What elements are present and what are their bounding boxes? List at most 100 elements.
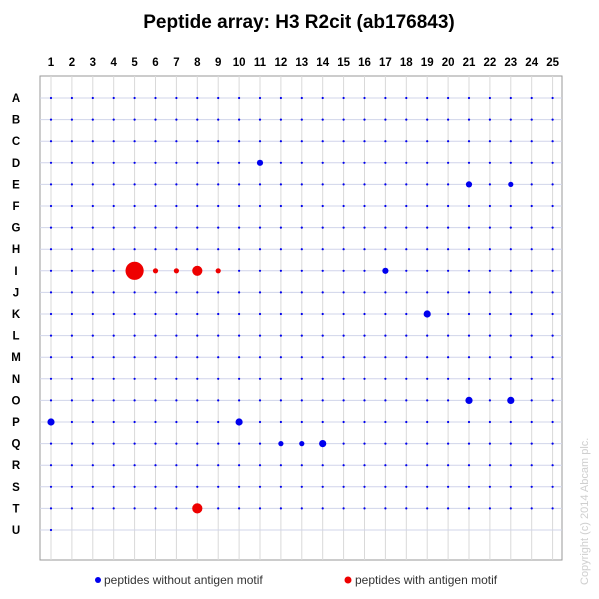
data-point: [175, 291, 178, 294]
data-point-highlight: [235, 418, 243, 426]
data-point: [447, 420, 450, 424]
data-point: [342, 312, 345, 316]
data-point: [405, 399, 408, 402]
data-point: [342, 377, 345, 380]
data-point: [384, 96, 387, 100]
data-point: [217, 140, 220, 143]
data-point: [279, 269, 282, 272]
data-point: [467, 204, 471, 208]
data-point: [363, 269, 366, 272]
data-point: [258, 399, 262, 402]
column-tick-label: 2: [69, 57, 75, 69]
data-point: [363, 464, 366, 467]
data-point: [196, 442, 199, 445]
data-point: [300, 377, 303, 380]
legend-marker-motif: [344, 576, 352, 584]
data-point: [238, 118, 241, 121]
data-point: [258, 204, 262, 208]
data-point: [91, 161, 94, 164]
data-point: [342, 399, 345, 402]
data-point: [509, 312, 512, 316]
data-point: [551, 464, 554, 467]
data-point: [509, 291, 512, 294]
row-tick-label: B: [12, 115, 20, 127]
column-tick-label: 22: [484, 57, 497, 69]
data-point: [133, 420, 136, 424]
data-point: [133, 485, 136, 488]
data-point: [175, 485, 178, 488]
data-point: [175, 464, 178, 467]
data-point: [321, 118, 324, 121]
column-tick-label: 16: [358, 57, 371, 69]
data-point: [91, 226, 94, 229]
column-tick-label: 1: [48, 57, 55, 69]
data-point: [509, 96, 512, 100]
data-point: [175, 161, 178, 164]
data-point: [133, 183, 136, 186]
data-point: [49, 226, 53, 229]
column-tick-labels: 1 2 3 4 5 6 7 8 9 10 11 12 13 14 15 16 17 18 19 20 21 22 23 24 2…: [48, 57, 560, 69]
data-point: [217, 334, 220, 337]
data-point: [238, 140, 241, 143]
data-point: [467, 248, 471, 251]
data-point: [49, 248, 53, 251]
data-point: [112, 507, 115, 510]
data-point: [217, 248, 220, 251]
column-tick-label: 8: [194, 57, 201, 69]
data-point: [49, 485, 53, 488]
data-point: [384, 226, 387, 229]
data-point: [551, 485, 554, 488]
data-point: [217, 377, 220, 380]
data-point: [133, 377, 136, 380]
data-point-motif: [173, 268, 179, 274]
data-point: [321, 204, 324, 208]
data-point: [300, 118, 303, 121]
data-point: [49, 442, 53, 445]
column-tick-label: 4: [110, 57, 117, 69]
data-point: [488, 269, 491, 272]
row-tick-label: A: [12, 93, 20, 105]
data-point: [447, 204, 450, 208]
data-point: [363, 118, 366, 121]
data-point: [342, 356, 345, 359]
data-point: [363, 183, 366, 186]
data-point: [112, 334, 115, 337]
data-point: [509, 204, 512, 208]
column-tick-label: 14: [316, 57, 329, 69]
data-point: [112, 312, 115, 316]
data-point: [196, 312, 199, 316]
data-point: [551, 183, 554, 186]
column-tick-label: 12: [275, 57, 288, 69]
data-point: [467, 291, 471, 294]
data-point: [530, 96, 533, 100]
data-point: [321, 226, 324, 229]
data-point: [405, 485, 408, 488]
data-point: [175, 420, 178, 424]
data-point: [530, 312, 533, 316]
data-point: [238, 464, 241, 467]
data-point: [551, 291, 554, 294]
data-point: [112, 442, 115, 445]
data-point: [258, 269, 262, 272]
data-point: [112, 248, 115, 251]
data-point: [530, 377, 533, 380]
row-tick-label: O: [12, 395, 21, 407]
data-point: [70, 420, 73, 424]
data-point: [530, 507, 533, 510]
data-point: [342, 485, 345, 488]
data-point: [447, 312, 450, 316]
data-point: [447, 118, 450, 121]
chart-title: Peptide array: H3 R2cit (ab176843): [143, 12, 455, 33]
data-point: [279, 420, 282, 424]
data-point: [363, 442, 366, 445]
data-point: [405, 161, 408, 164]
data-point-motif: [152, 268, 159, 274]
data-point: [363, 399, 366, 402]
data-point: [175, 507, 178, 510]
data-point: [154, 161, 157, 164]
data-point: [49, 507, 53, 510]
data-point: [217, 399, 220, 402]
data-point: [217, 442, 220, 445]
data-point: [49, 377, 53, 380]
